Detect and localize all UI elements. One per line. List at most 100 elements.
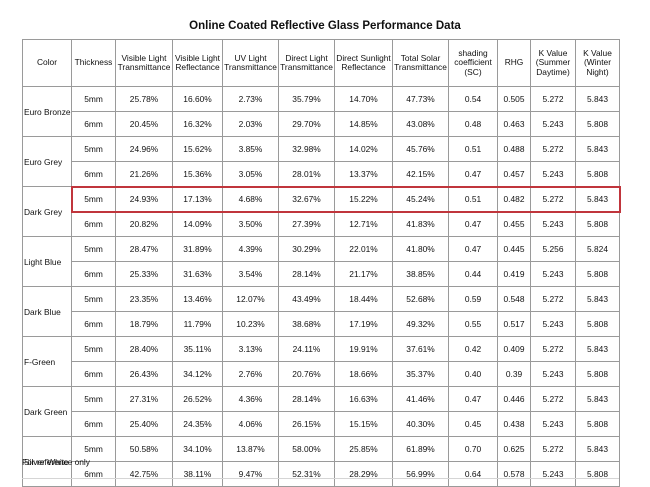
table-row: Dark Blue 5mm 23.35% 13.46% 12.07% 43.49% 18.4… (22, 286, 620, 337)
color-name-cell: F-Green (22, 336, 72, 387)
color-name-cell: Dark Green (22, 386, 72, 437)
value-cell: 24.96% (115, 136, 173, 162)
value-cell: 49.32% (392, 311, 449, 337)
thickness-cell: 5mm (71, 186, 116, 212)
value-cell: 5.808 (575, 411, 620, 437)
value-cell: 11.79% (172, 311, 223, 337)
value-cell: 0.70 (448, 436, 498, 462)
value-cell: 3.54% (222, 261, 279, 287)
value-cell: 38.11% (172, 461, 223, 487)
table-body: Euro Bronze 5mm 25.78% 16.60% 2.73% 35.79% 14.… (22, 86, 620, 487)
value-cell: 5.843 (575, 436, 620, 462)
footer-divider (22, 478, 619, 479)
value-cell: 28.14% (278, 386, 335, 412)
value-cell: 40.30% (392, 411, 449, 437)
column-header: Visible Light Reflectance (172, 39, 223, 87)
column-header: Visible Light Transmittance (115, 39, 173, 87)
thickness-cell: 5mm (71, 236, 116, 262)
value-cell: 18.66% (334, 361, 393, 387)
thickness-cell: 6mm (71, 211, 116, 237)
value-cell: 5.243 (530, 311, 576, 337)
value-cell: 0.445 (497, 236, 531, 262)
value-cell: 5.272 (530, 436, 576, 462)
value-cell: 41.46% (392, 386, 449, 412)
value-cell: 29.70% (278, 111, 335, 137)
value-cell: 15.22% (334, 186, 393, 212)
page-title: Online Coated Reflective Glass Performan… (189, 20, 461, 32)
value-cell: 14.85% (334, 111, 393, 137)
value-cell: 20.82% (115, 211, 173, 237)
value-cell: 0.42 (448, 336, 498, 362)
value-cell: 5.808 (575, 261, 620, 287)
table-row: 6mm 21.26% 15.36% 3.05% 28.01% 13.37% 42.15% 0.… (23, 161, 620, 187)
value-cell: 5.272 (530, 336, 576, 362)
value-cell: 0.419 (497, 261, 531, 287)
value-cell: 26.52% (172, 386, 223, 412)
value-cell: 21.26% (115, 161, 173, 187)
value-cell: 14.02% (334, 136, 393, 162)
value-cell: 4.36% (222, 386, 279, 412)
value-cell: 0.47 (448, 211, 498, 237)
value-cell: 28.40% (115, 336, 173, 362)
value-cell: 3.85% (222, 136, 279, 162)
thickness-cell: 5mm (71, 286, 116, 312)
value-cell: 0.482 (497, 186, 531, 212)
value-cell: 5.824 (575, 236, 620, 262)
value-cell: 24.35% (172, 411, 223, 437)
value-cell: 18.44% (334, 286, 393, 312)
value-cell: 45.76% (392, 136, 449, 162)
value-cell: 28.47% (115, 236, 173, 262)
value-cell: 5.272 (530, 186, 576, 212)
value-cell: 24.93% (115, 186, 173, 212)
column-header: Thickness (71, 39, 116, 87)
value-cell: 0.517 (497, 311, 531, 337)
value-cell: 27.31% (115, 386, 173, 412)
table-row: F-Green 5mm 28.40% 35.11% 3.13% 24.11% 19.91% 3… (22, 336, 620, 387)
footer-note: For reference only (22, 457, 90, 467)
value-cell: 37.61% (392, 336, 449, 362)
value-cell: 5.243 (530, 111, 576, 137)
value-cell: 9.47% (222, 461, 279, 487)
value-cell: 5.243 (530, 411, 576, 437)
value-cell: 47.73% (392, 86, 449, 112)
value-cell: 5.808 (575, 111, 620, 137)
value-cell: 3.13% (222, 336, 279, 362)
value-cell: 5.272 (530, 136, 576, 162)
value-cell: 5.808 (575, 211, 620, 237)
thickness-cell: 6mm (71, 311, 116, 337)
value-cell: 34.10% (172, 436, 223, 462)
value-cell: 5.808 (575, 311, 620, 337)
value-cell: 34.12% (172, 361, 223, 387)
value-cell: 5.243 (530, 211, 576, 237)
value-cell: 43.49% (278, 286, 335, 312)
value-cell: 28.01% (278, 161, 335, 187)
color-name-cell: Light Blue (22, 236, 72, 287)
value-cell: 5.843 (575, 86, 620, 112)
value-cell: 25.85% (334, 436, 393, 462)
color-name-cell: Dark Grey (22, 186, 72, 237)
thickness-cell: 6mm (71, 111, 116, 137)
value-cell: 16.63% (334, 386, 393, 412)
value-cell: 50.58% (115, 436, 173, 462)
value-cell: 14.70% (334, 86, 393, 112)
value-cell: 23.35% (115, 286, 173, 312)
value-cell: 35.79% (278, 86, 335, 112)
value-cell: 38.68% (278, 311, 335, 337)
value-cell: 3.05% (222, 161, 279, 187)
value-cell: 0.51 (448, 186, 498, 212)
value-cell: 5.843 (575, 186, 620, 212)
value-cell: 38.85% (392, 261, 449, 287)
value-cell: 12.07% (222, 286, 279, 312)
value-cell: 31.63% (172, 261, 223, 287)
column-header: Total Solar Transmittance (392, 39, 449, 87)
value-cell: 4.39% (222, 236, 279, 262)
table-row: 6mm 26.43% 34.12% 2.76% 20.76% 18.66% 35.37% 0.… (23, 361, 620, 387)
value-cell: 26.43% (115, 361, 173, 387)
value-cell: 0.578 (497, 461, 531, 487)
value-cell: 56.99% (392, 461, 449, 487)
table-row: Dark Green 5mm 27.31% 26.52% 4.36% 28.14% 16.6… (22, 386, 620, 437)
value-cell: 0.48 (448, 111, 498, 137)
thickness-cell: 6mm (71, 461, 116, 487)
column-header: K Value (Winter Night) (575, 39, 620, 87)
value-cell: 0.45 (448, 411, 498, 437)
